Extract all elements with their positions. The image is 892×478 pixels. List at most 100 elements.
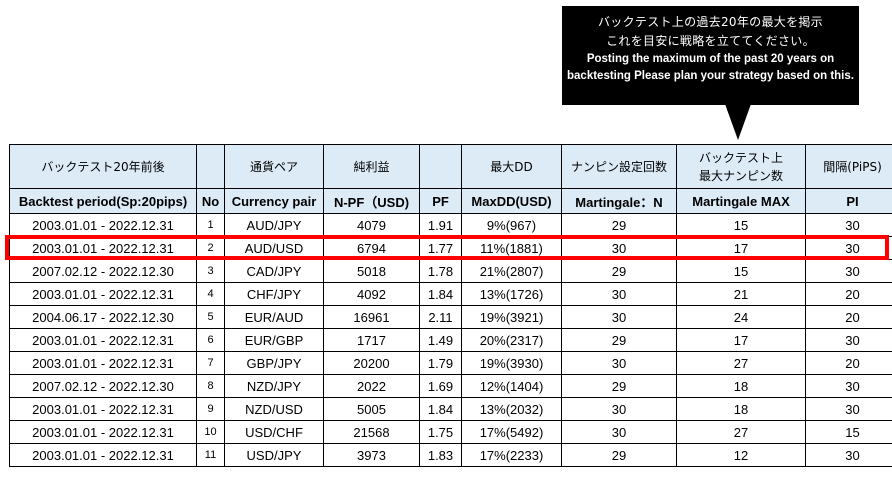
header-npf-en: N-PF（USD) [323,188,420,214]
cell-martingale-n: 29 [561,259,677,283]
cell-period: 2004.06.17 - 2022.12.30 [9,305,197,329]
cell-profit-factor: 1.79 [419,351,462,375]
cell-currency-pair: CAD/JPY [224,259,324,283]
cell-profit-factor: 1.83 [419,443,462,467]
header-pips-jp: 間隔(PiPS) [805,144,892,189]
header-martingale-max-jp: バックテスト上 最大ナンピン数 [676,144,806,189]
cell-no: 5 [196,305,225,329]
cell-profit-factor: 1.69 [419,374,462,398]
cell-currency-pair: NZD/JPY [224,374,324,398]
cell-max-drawdown: 21%(2807) [461,259,562,283]
cell-net-profit: 1717 [323,328,420,352]
header-pf-jp [419,144,462,189]
cell-pips-interval: 20 [805,351,892,375]
header-row-jp: バックテスト20年前後 通貨ペア 純利益 最大DD ナンピン設定回数 バックテス… [9,144,892,189]
header-period-jp: バックテスト20年前後 [9,144,197,189]
header-martingale-n-jp: ナンピン設定回数 [561,144,677,189]
cell-period: 2003.01.01 - 2022.12.31 [9,236,197,260]
callout-jp-line-1: バックテスト上の過去20年の最大を掲示 [598,15,823,29]
cell-martingale-n: 29 [561,213,677,237]
cell-martingale-max: 18 [676,397,806,421]
cell-no: 3 [196,259,225,283]
cell-pips-interval: 30 [805,213,892,237]
cell-max-drawdown: 17%(2233) [461,443,562,467]
table-row: 2004.06.17 - 2022.12.30 5 EUR/AUD 16961 2.11… [9,305,892,329]
info-callout: バックテスト上の過去20年の最大を掲示 これを目安に戦略を立ててください。 Po… [562,6,859,105]
cell-martingale-n: 30 [561,236,677,260]
cell-martingale-n: 29 [561,443,677,467]
cell-net-profit: 5018 [323,259,420,283]
cell-martingale-n: 30 [561,351,677,375]
cell-no: 10 [196,420,225,444]
cell-no: 4 [196,282,225,306]
cell-no: 7 [196,351,225,375]
header-martingale-n-en: Martingale：N [561,188,677,214]
cell-currency-pair: NZD/USD [224,397,324,421]
cell-net-profit: 4079 [323,213,420,237]
cell-profit-factor: 1.77 [419,236,462,260]
cell-net-profit: 3973 [323,443,420,467]
cell-martingale-n: 30 [561,282,677,306]
header-martingale-max-en: Martingale MAX [676,188,806,214]
header-martingale-max-jp-line-2: 最大ナンピン数 [698,168,783,183]
table-row: 2003.01.01 - 2022.12.31 4 CHF/JPY 4092 1.84 1… [9,282,892,306]
header-no-en: No [196,188,225,214]
cell-martingale-max: 17 [676,236,806,260]
cell-martingale-max: 27 [676,420,806,444]
table-row: 2003.01.01 - 2022.12.31 11 USD/JPY 3973 1.83… [9,443,892,467]
cell-profit-factor: 1.49 [419,328,462,352]
cell-pips-interval: 30 [805,259,892,283]
cell-no: 1 [196,213,225,237]
cell-profit-factor: 1.78 [419,259,462,283]
cell-martingale-max: 18 [676,374,806,398]
table-row: 2003.01.01 - 2022.12.31 1 AUD/JPY 4079 1.91 9… [9,213,892,237]
header-pair-jp: 通貨ペア [224,144,324,189]
cell-martingale-max: 15 [676,213,806,237]
header-martingale-max-jp-line-1: バックテスト上 [698,150,783,165]
cell-martingale-n: 30 [561,420,677,444]
table-row: 2003.01.01 - 2022.12.31 6 EUR/GBP 1717 1.49 2… [9,328,892,352]
cell-max-drawdown: 9%(967) [461,213,562,237]
cell-period: 2007.02.12 - 2022.12.30 [9,259,197,283]
cell-profit-factor: 1.84 [419,282,462,306]
cell-pips-interval: 30 [805,328,892,352]
header-pf-en: PF [419,188,462,214]
cell-period: 2007.02.12 - 2022.12.30 [9,374,197,398]
cell-pips-interval: 30 [805,236,892,260]
cell-no: 2 [196,236,225,260]
cell-martingale-max: 21 [676,282,806,306]
cell-pips-interval: 30 [805,443,892,467]
cell-max-drawdown: 19%(3921) [461,305,562,329]
cell-currency-pair: AUD/JPY [224,213,324,237]
cell-pips-interval: 20 [805,305,892,329]
cell-net-profit: 4092 [323,282,420,306]
header-maxdd-en: MaxDD(USD) [461,188,562,214]
cell-net-profit: 16961 [323,305,420,329]
cell-net-profit: 21568 [323,420,420,444]
cell-max-drawdown: 17%(5492) [461,420,562,444]
callout-jp-line-2: これを目安に戦略を立ててください。 [606,34,815,48]
cell-max-drawdown: 19%(3930) [461,351,562,375]
cell-max-drawdown: 13%(1726) [461,282,562,306]
backtest-table: バックテスト20年前後 通貨ペア 純利益 最大DD ナンピン設定回数 バックテス… [9,144,892,467]
header-row-en: Backtest period(Sp:20pips) No Currency p… [9,188,892,214]
cell-pips-interval: 20 [805,282,892,306]
cell-martingale-n: 29 [561,328,677,352]
cell-currency-pair: USD/JPY [224,443,324,467]
cell-currency-pair: EUR/GBP [224,328,324,352]
cell-martingale-max: 24 [676,305,806,329]
cell-no: 8 [196,374,225,398]
table-row: 2003.01.01 - 2022.12.31 9 NZD/USD 5005 1.84 1… [9,397,892,421]
cell-pips-interval: 15 [805,420,892,444]
cell-currency-pair: EUR/AUD [224,305,324,329]
table-row: 2003.01.01 - 2022.12.31 2 AUD/USD 6794 1.77 1… [9,236,892,260]
cell-period: 2003.01.01 - 2022.12.31 [9,420,197,444]
cell-no: 6 [196,328,225,352]
cell-martingale-max: 17 [676,328,806,352]
cell-period: 2003.01.01 - 2022.12.31 [9,443,197,467]
cell-net-profit: 6794 [323,236,420,260]
cell-max-drawdown: 11%(1881) [461,236,562,260]
cell-net-profit: 2022 [323,374,420,398]
cell-max-drawdown: 20%(2317) [461,328,562,352]
cell-period: 2003.01.01 - 2022.12.31 [9,351,197,375]
